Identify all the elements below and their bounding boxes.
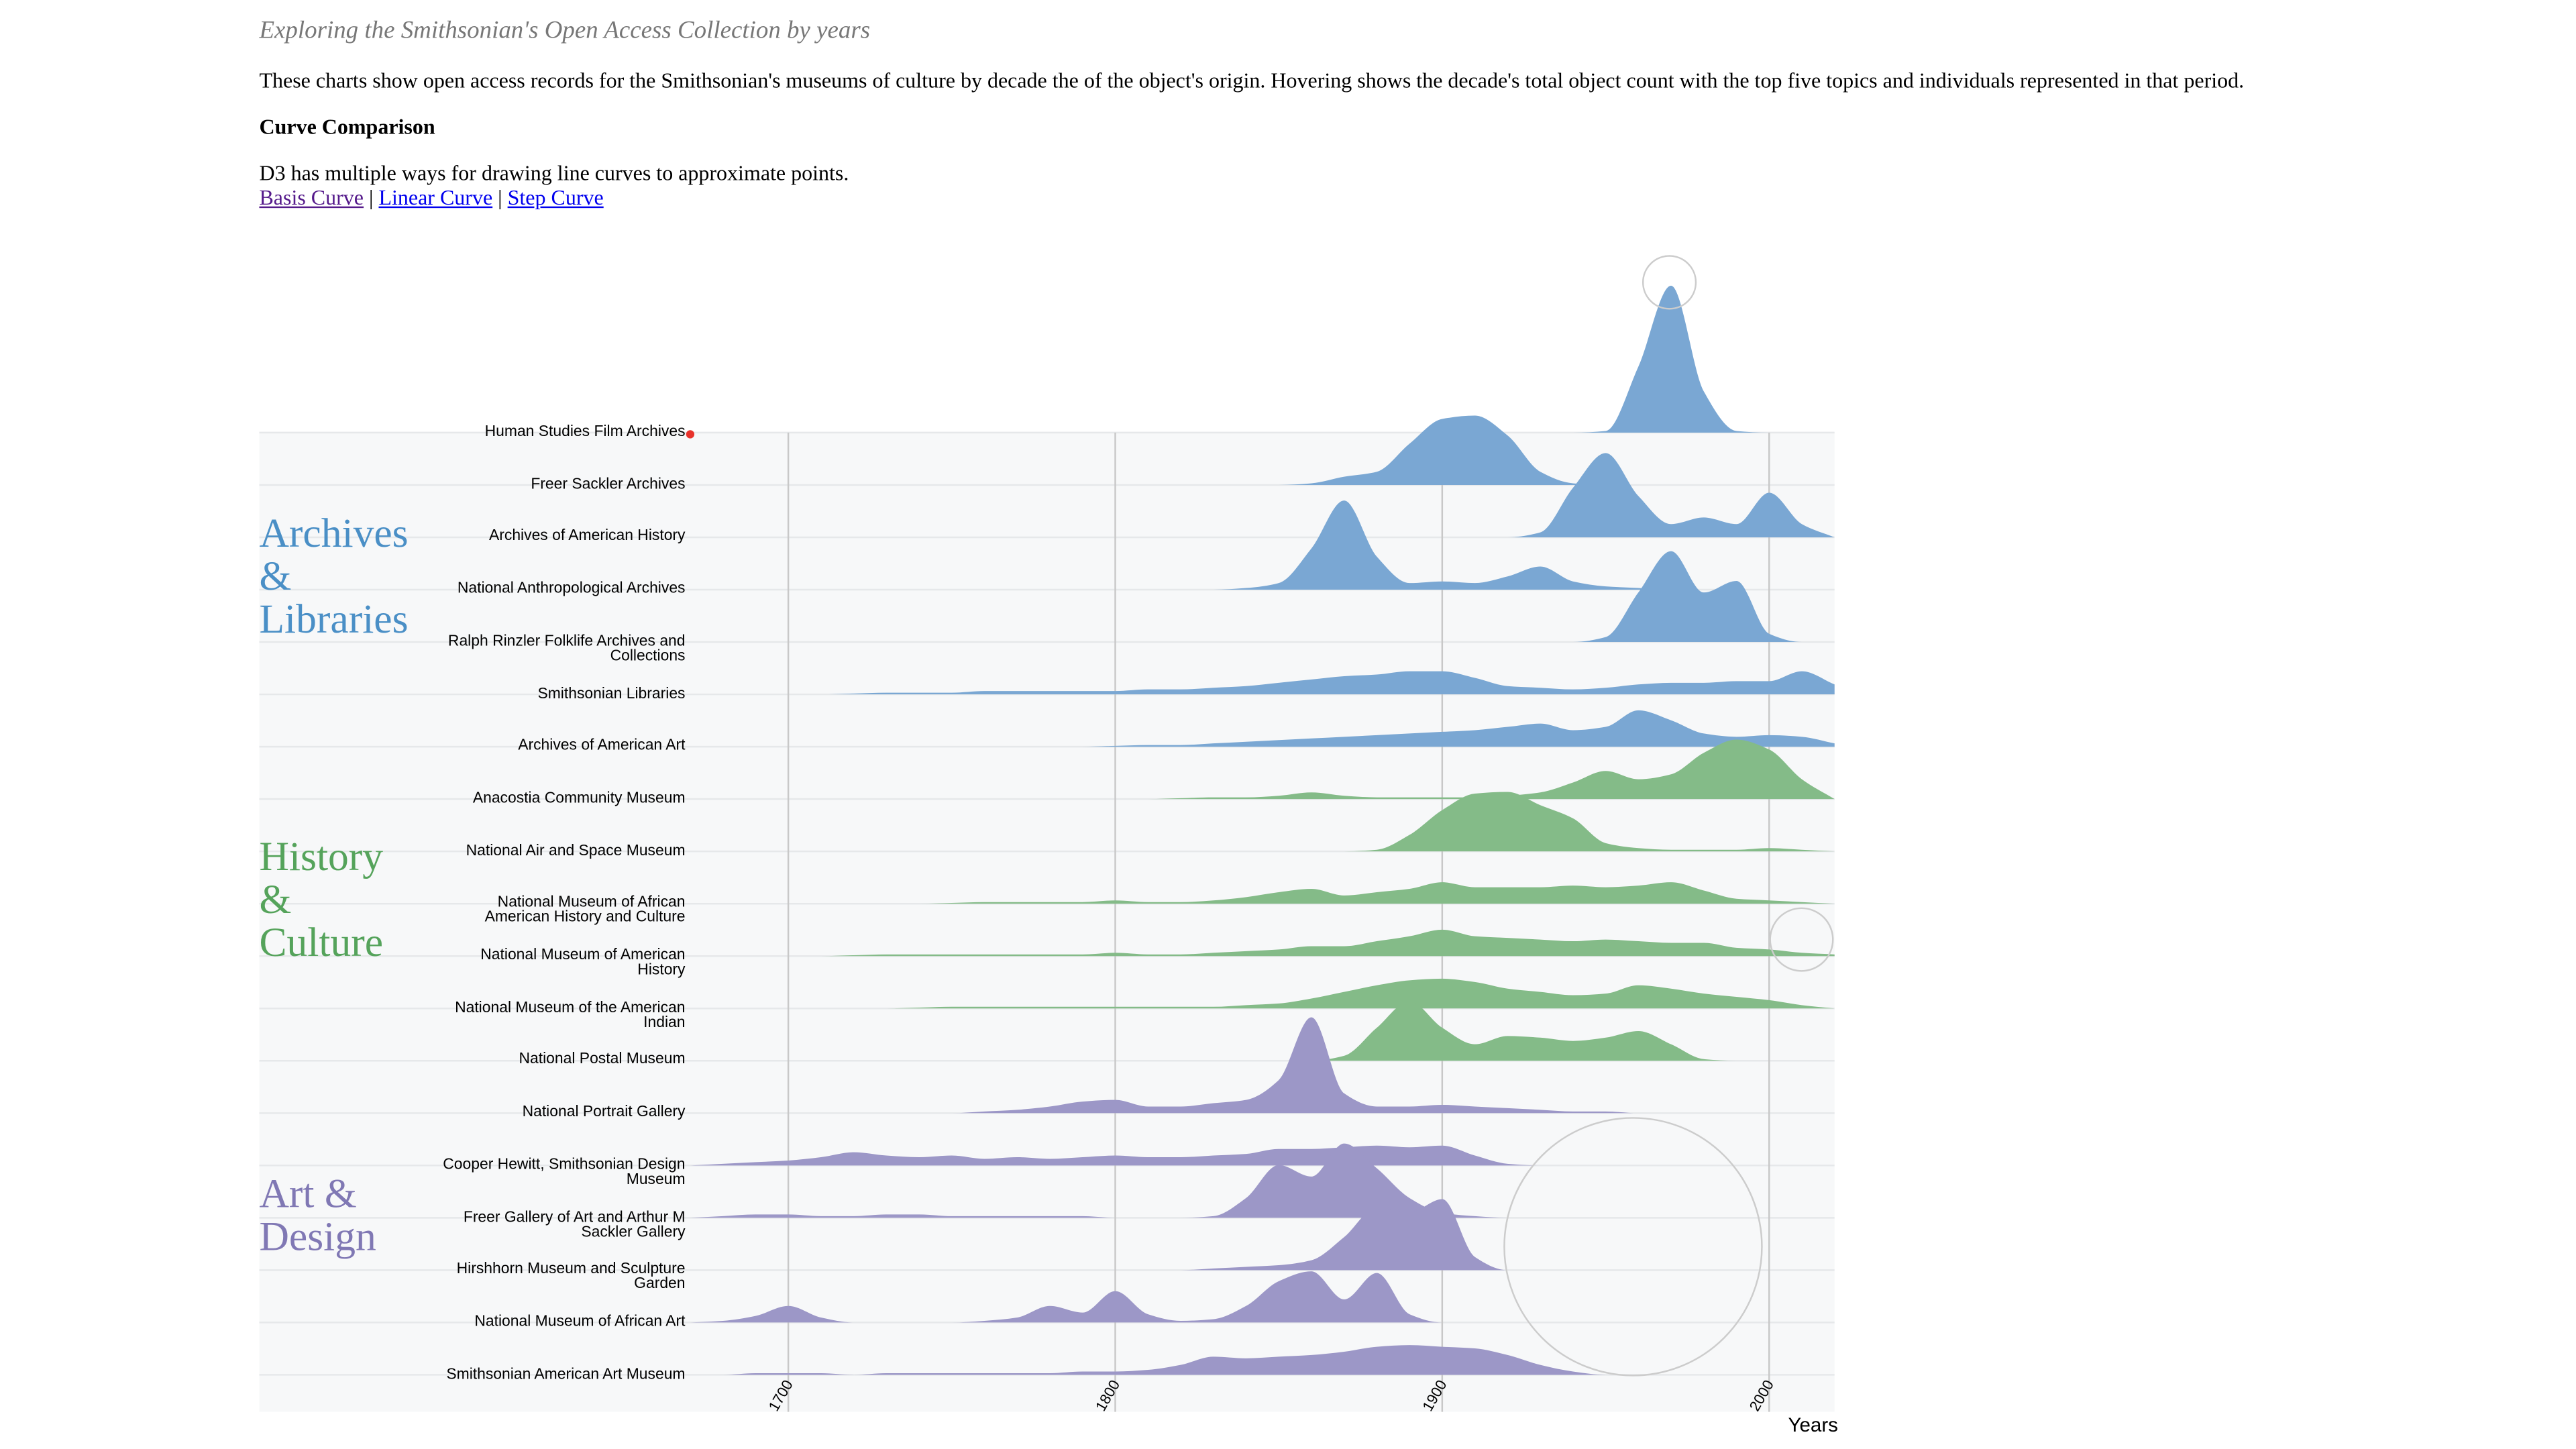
row-label: Smithsonian Libraries — [537, 684, 686, 701]
ridge-area — [690, 1271, 1835, 1323]
plot-background — [259, 432, 1835, 1412]
row-label: Ralph Rinzler Folklife Archives and Coll… — [447, 632, 686, 664]
row-label: National Anthropological Archives — [457, 580, 686, 596]
description: These charts show open access records fo… — [259, 67, 2245, 93]
row-label: Freer Gallery of Art and Arthur M Sackle… — [463, 1208, 686, 1240]
row-label: National Museum of African Art — [474, 1312, 686, 1330]
separator: | — [498, 184, 502, 210]
row-label: Human Studies Film Archives — [484, 423, 686, 439]
row-label: National Museum of African American Hist… — [484, 894, 686, 926]
link[interactable]: Step Curve — [507, 184, 604, 210]
ridge-area — [690, 1345, 1835, 1375]
hover-circle — [1642, 255, 1697, 310]
hover-circle — [1769, 907, 1834, 972]
ridge-area — [690, 792, 1835, 852]
subtitle: Exploring the Smithsonian's Open Access … — [259, 18, 871, 45]
section-title: Curve Comparison — [259, 113, 435, 139]
row-label: National Air and Space Museum — [466, 841, 686, 858]
ridge-area — [690, 929, 1835, 957]
group-label: History & Culture — [259, 835, 384, 966]
ridge-area — [690, 1145, 1835, 1166]
link[interactable]: Basis Curve — [259, 184, 364, 210]
separator: | — [369, 184, 374, 210]
ridge-area — [690, 1017, 1835, 1114]
row-label: Cooper Hewitt, Smithsonian Design Museum — [443, 1155, 686, 1187]
ridge-area — [690, 1143, 1835, 1218]
ridge-area — [690, 710, 1835, 747]
ridge-area — [690, 739, 1835, 800]
hover-circle — [1503, 1117, 1763, 1377]
hover-dot — [686, 430, 695, 439]
ridge-area — [690, 453, 1835, 537]
link[interactable]: Linear Curve — [378, 184, 493, 210]
row-label: National Portrait Gallery — [522, 1103, 686, 1120]
row-label: Anacostia Community Museum — [472, 789, 686, 806]
ridge-area — [690, 882, 1835, 904]
ridges — [690, 285, 1835, 1375]
row-label: Freer Sackler Archives — [531, 475, 686, 492]
x-axis-label: Years — [1788, 1414, 1838, 1436]
ridge-area — [690, 1001, 1835, 1061]
curve-links: Basis Curve | Linear Curve | Step Curve — [259, 185, 603, 211]
row-label: Smithsonian American Art Museum — [446, 1364, 686, 1382]
row-label: Hirshhorn Museum and Sculpture Garden — [456, 1260, 686, 1292]
row-label: Archives of American Art — [518, 737, 686, 753]
group-label: Art & Design — [259, 1172, 376, 1260]
row-label: Archives of American History — [488, 527, 686, 544]
ridge-area — [690, 671, 1835, 695]
group-label: Archives & Libraries — [259, 512, 409, 643]
ridge-area — [690, 551, 1835, 643]
row-label: National Museum of the American Indian — [455, 998, 686, 1030]
section-text: D3 has multiple ways for drawing line cu… — [259, 160, 849, 185]
ridge-area — [690, 978, 1835, 1009]
row-label: National Postal Museum — [519, 1051, 686, 1068]
row-label: National Museum of American History — [480, 946, 686, 978]
